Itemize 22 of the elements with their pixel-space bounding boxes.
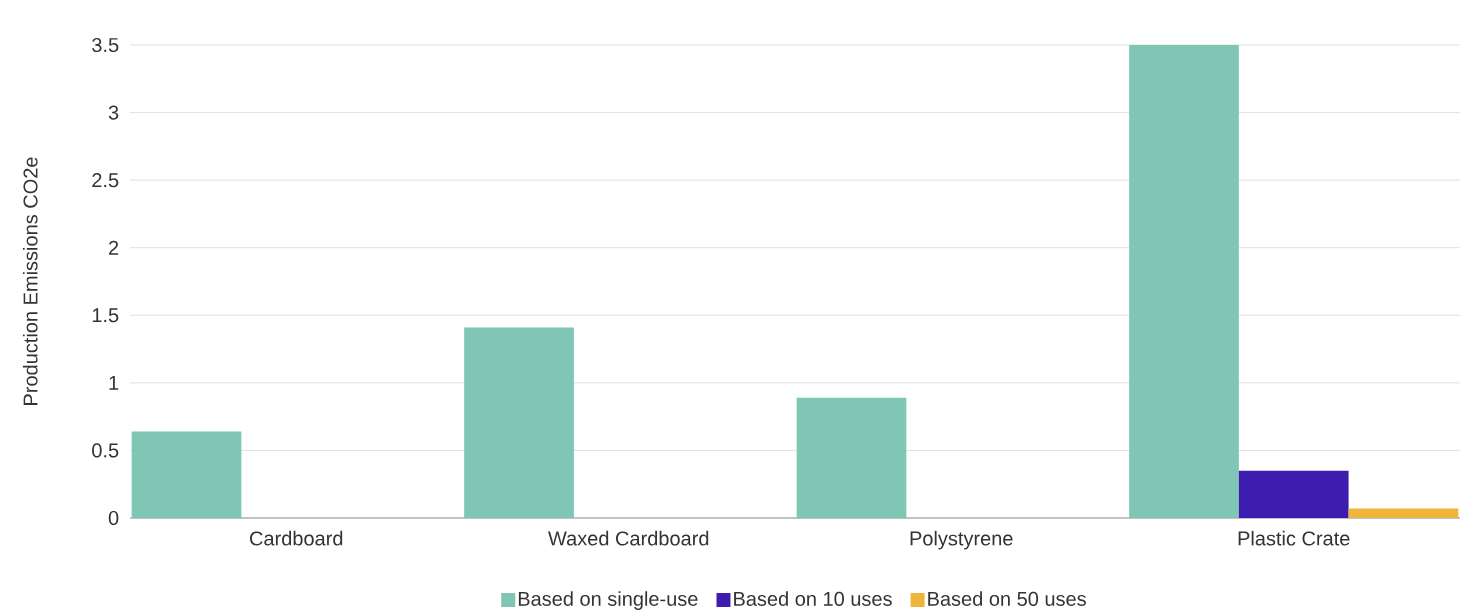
- y-axis-title: Production Emissions CO2e: [22, 157, 38, 405]
- y-tick-label: 0.5: [92, 443, 119, 458]
- bar: [131, 431, 242, 518]
- legend-label: Based on single-use: [518, 591, 698, 610]
- y-tick-label: 2.5: [92, 173, 119, 188]
- bar: [1348, 508, 1459, 518]
- y-tick-label: 1: [109, 375, 119, 390]
- y-tick-label: 1.5: [92, 308, 119, 323]
- bar: [1129, 45, 1239, 518]
- x-tick-label: Waxed Cardboard: [548, 530, 709, 546]
- legend-label: Based on 50 uses: [928, 591, 1086, 606]
- y-tick-label: 3: [108, 105, 119, 120]
- bar: [1238, 470, 1349, 518]
- y-tick-label: 3.5: [92, 37, 119, 53]
- x-tick-label: Cardboard: [250, 530, 343, 546]
- bar: [464, 327, 574, 518]
- x-tick-label: Polystyrene: [910, 530, 1013, 550]
- x-tick-label: Plastic Crate: [1238, 530, 1350, 546]
- legend-label: Based on 10 uses: [734, 591, 892, 606]
- y-tick-label: 2: [109, 240, 119, 255]
- y-tick-label: 0: [108, 510, 119, 526]
- bar: [796, 397, 907, 518]
